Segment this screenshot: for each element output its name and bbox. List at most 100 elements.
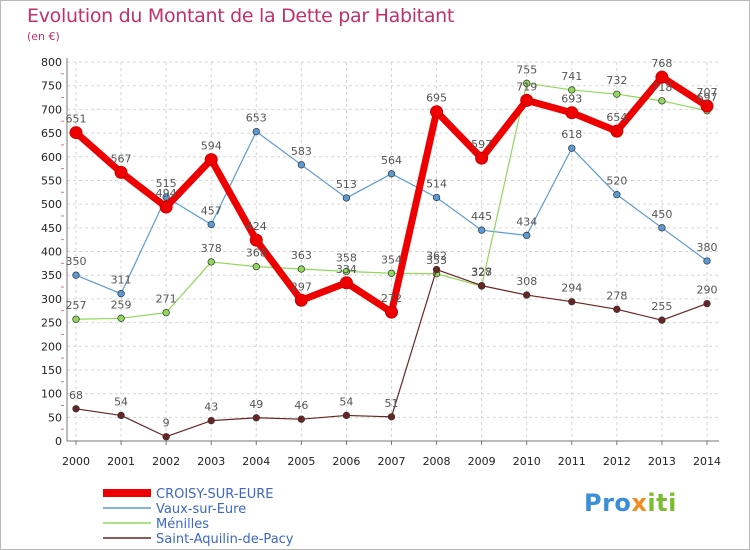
point-croisy-sur-eure	[565, 106, 579, 120]
data-label-croisy-sur-eure: 297	[291, 280, 312, 293]
data-label-croisy-sur-eure: 494	[156, 187, 177, 200]
y-tick-label: 800	[41, 56, 62, 69]
chart-legend: CROISY-SUR-EUREVaux-sur-EureMénillesSain…	[103, 487, 294, 547]
data-label-croisy-sur-eure: 334	[336, 263, 357, 276]
point-croisy-sur-eure	[249, 233, 263, 247]
y-tick-label: 400	[41, 246, 62, 259]
data-label-vaux-sur-eure: 457	[201, 204, 222, 217]
y-tick-label: 600	[41, 151, 62, 164]
chart-subtitle: (en €)	[27, 30, 60, 43]
point-vaux-sur-eure	[72, 271, 80, 279]
point-saint-aquilin-de-pacy	[162, 433, 170, 441]
data-label-saint-aquilin-de-pacy: 308	[516, 275, 537, 288]
legend-label-m-nilles: Ménilles	[156, 517, 209, 532]
point-croisy-sur-eure	[69, 126, 83, 140]
logo-part-3: iti	[647, 489, 677, 517]
data-label-croisy-sur-eure: 768	[651, 57, 672, 70]
point-m-nilles	[613, 90, 621, 98]
data-label-vaux-sur-eure: 311	[111, 274, 132, 287]
y-tick-label: 450	[41, 222, 62, 235]
data-label-saint-aquilin-de-pacy: 328	[471, 266, 492, 279]
y-tick-label: 250	[41, 317, 62, 330]
point-saint-aquilin-de-pacy	[207, 416, 215, 425]
data-label-m-nilles: 358	[336, 251, 357, 264]
data-label-m-nilles: 257	[66, 299, 87, 312]
x-tick-label: 2010	[513, 455, 541, 468]
point-saint-aquilin-de-pacy	[117, 411, 125, 420]
point-croisy-sur-eure	[385, 305, 398, 319]
point-croisy-sur-eure	[339, 276, 353, 290]
point-vaux-sur-eure	[297, 161, 306, 169]
data-label-saint-aquilin-de-pacy: 43	[204, 401, 218, 414]
data-label-vaux-sur-eure: 380	[697, 241, 718, 254]
data-label-saint-aquilin-de-pacy: 51	[385, 397, 399, 410]
point-croisy-sur-eure	[114, 165, 128, 179]
proxiti-logo: Proxiti	[584, 489, 677, 517]
data-label-croisy-sur-eure: 651	[66, 113, 87, 126]
point-saint-aquilin-de-pacy	[387, 413, 396, 421]
chart-axes: 0 50 100 150 200 250 300 350 400 450 500 550 600 650 7…	[41, 56, 721, 468]
point-vaux-sur-eure	[432, 193, 441, 202]
logo-part-2: x	[631, 489, 648, 517]
point-m-nilles	[72, 315, 80, 323]
point-saint-aquilin-de-pacy	[297, 415, 306, 423]
data-label-vaux-sur-eure: 445	[471, 210, 492, 223]
point-m-nilles	[523, 79, 531, 87]
data-label-vaux-sur-eure: 350	[66, 255, 87, 268]
point-saint-aquilin-de-pacy	[432, 265, 441, 274]
data-label-croisy-sur-eure: 707	[697, 86, 718, 99]
point-vaux-sur-eure	[613, 190, 621, 199]
data-label-croisy-sur-eure: 695	[426, 92, 447, 105]
point-m-nilles	[162, 308, 170, 317]
point-saint-aquilin-de-pacy	[703, 299, 711, 308]
data-label-m-nilles: 718	[651, 81, 672, 94]
point-croisy-sur-eure	[159, 200, 173, 214]
point-vaux-sur-eure	[568, 144, 576, 152]
x-tick-label: 2004	[242, 455, 270, 468]
data-label-m-nilles: 378	[201, 242, 222, 255]
data-label-saint-aquilin-de-pacy: 49	[249, 398, 263, 411]
data-label-croisy-sur-eure: 594	[201, 140, 222, 153]
data-label-croisy-sur-eure: 719	[516, 80, 537, 93]
data-label-croisy-sur-eure: 272	[381, 292, 402, 305]
point-m-nilles	[252, 263, 260, 271]
point-saint-aquilin-de-pacy	[568, 298, 576, 306]
y-tick-label: 700	[41, 103, 62, 116]
x-tick-label: 2014	[693, 455, 721, 468]
point-vaux-sur-eure	[477, 226, 486, 234]
point-saint-aquilin-de-pacy	[613, 305, 621, 313]
point-vaux-sur-eure	[162, 193, 170, 201]
point-croisy-sur-eure	[520, 93, 534, 107]
legend-label-croisy-sur-eure: CROISY-SUR-EURE	[156, 487, 273, 502]
data-label-vaux-sur-eure: 618	[561, 128, 582, 141]
data-label-vaux-sur-eure: 434	[516, 215, 537, 228]
y-tick-label: 650	[41, 127, 62, 140]
data-label-m-nilles: 741	[561, 70, 582, 83]
point-vaux-sur-eure	[207, 220, 215, 229]
point-croisy-sur-eure	[655, 70, 669, 84]
x-tick-label: 2007	[378, 455, 406, 468]
x-tick-label: 2013	[648, 455, 676, 468]
data-label-m-nilles: 697	[697, 91, 718, 104]
y-tick-label: 350	[41, 269, 62, 282]
point-vaux-sur-eure	[387, 170, 396, 178]
point-vaux-sur-eure	[703, 257, 711, 265]
point-croisy-sur-eure	[430, 105, 444, 119]
data-label-m-nilles: 755	[516, 63, 537, 76]
x-tick-label: 2012	[603, 455, 631, 468]
logo-part-1: Pro	[584, 489, 632, 517]
data-label-saint-aquilin-de-pacy: 46	[294, 399, 308, 412]
y-tick-label: 0	[55, 435, 62, 448]
point-saint-aquilin-de-pacy	[523, 291, 531, 299]
chart-data-labels: 350 311 515 457 653 583 513 564 514 445 434 618 520 4…	[66, 57, 718, 430]
point-saint-aquilin-de-pacy	[658, 316, 666, 324]
data-label-m-nilles: 354	[381, 253, 402, 266]
chart-series	[69, 70, 714, 441]
point-m-nilles	[658, 97, 666, 105]
point-m-nilles	[342, 267, 351, 276]
y-tick-label: 50	[48, 411, 62, 424]
point-vaux-sur-eure	[252, 127, 260, 136]
data-label-saint-aquilin-de-pacy: 362	[426, 250, 447, 263]
point-vaux-sur-eure	[342, 194, 351, 202]
